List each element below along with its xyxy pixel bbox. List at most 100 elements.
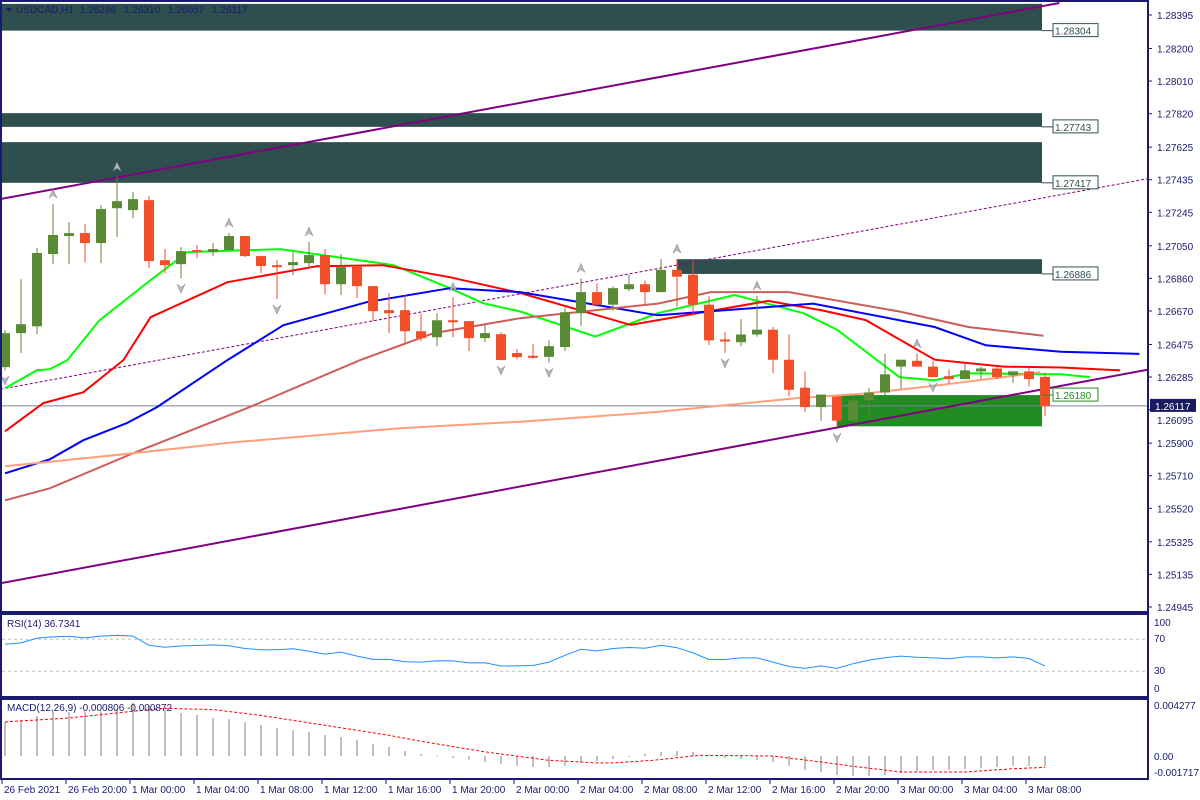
candle-body: [112, 201, 122, 209]
price-zone[interactable]: [677, 259, 1042, 274]
trendline[interactable]: [0, 2, 1060, 200]
candle[interactable]: [736, 319, 746, 347]
price-zone[interactable]: [2, 3, 1042, 31]
candle[interactable]: [480, 324, 490, 343]
macd-pane[interactable]: [4, 702, 1046, 777]
candle[interactable]: [656, 259, 666, 293]
candle[interactable]: [496, 332, 506, 361]
candle-body: [48, 234, 58, 255]
candle[interactable]: [256, 256, 266, 274]
trendline[interactable]: [0, 368, 1150, 585]
macd-histogram-bar: [900, 756, 902, 774]
macd-histogram-bar: [212, 718, 214, 756]
candle[interactable]: [272, 260, 282, 300]
candle[interactable]: [864, 387, 874, 418]
candle[interactable]: [720, 331, 730, 353]
macd-histogram-bar: [948, 756, 950, 771]
candle-body: [576, 292, 586, 314]
candle-body: [400, 310, 410, 332]
candle[interactable]: [816, 394, 826, 421]
candle[interactable]: [400, 295, 410, 344]
candle[interactable]: [352, 266, 362, 299]
candle[interactable]: [176, 247, 186, 279]
candle[interactable]: [288, 252, 298, 276]
candle[interactable]: [160, 249, 170, 274]
candle[interactable]: [608, 286, 618, 311]
candle[interactable]: [464, 321, 474, 352]
candle[interactable]: [848, 396, 858, 421]
candle[interactable]: [128, 192, 138, 219]
candle[interactable]: [192, 245, 202, 259]
macd-histogram-bar: [932, 756, 934, 771]
candle[interactable]: [880, 353, 890, 396]
candle[interactable]: [208, 243, 218, 257]
macd-histogram-bar: [372, 743, 374, 756]
candle[interactable]: [832, 396, 842, 428]
candle[interactable]: [96, 205, 106, 264]
candle[interactable]: [544, 340, 554, 363]
candle[interactable]: [976, 366, 986, 380]
candle[interactable]: [528, 344, 538, 359]
fractal-up-arrow-icon: [304, 226, 314, 237]
macd-histogram-bar: [564, 756, 566, 766]
candle[interactable]: [784, 334, 794, 397]
candle[interactable]: [320, 249, 330, 295]
macd-histogram-bar: [836, 756, 838, 775]
candle[interactable]: [704, 295, 714, 346]
macd-histogram-bar: [340, 737, 342, 756]
candle[interactable]: [752, 295, 762, 337]
candle[interactable]: [448, 297, 458, 338]
candle[interactable]: [912, 353, 922, 367]
candle[interactable]: [960, 363, 970, 380]
candle[interactable]: [992, 366, 1002, 380]
candle[interactable]: [688, 260, 698, 316]
candle[interactable]: [576, 278, 586, 326]
macd-pane-border: [0, 698, 1149, 780]
macd-histogram-bar: [692, 751, 694, 756]
triangle-down-icon[interactable]: [6, 8, 12, 12]
candle[interactable]: [224, 233, 234, 252]
candle[interactable]: [944, 369, 954, 384]
price-axis-label: 1.25900: [1157, 439, 1194, 450]
candle[interactable]: [1024, 366, 1034, 387]
candle[interactable]: [1008, 371, 1018, 383]
candle[interactable]: [240, 236, 250, 258]
candle[interactable]: [304, 242, 314, 269]
main-price-pane[interactable]: [0, 2, 1151, 585]
candle[interactable]: [64, 222, 74, 265]
candle-body: [416, 331, 426, 339]
candle[interactable]: [592, 283, 602, 307]
macd-histogram-bar: [36, 716, 38, 756]
rsi-title: RSI(14) 36.7341: [7, 619, 81, 630]
candle[interactable]: [144, 196, 154, 269]
price-axis-label: 1.25710: [1157, 472, 1194, 483]
candle[interactable]: [800, 371, 810, 412]
candle[interactable]: [32, 248, 42, 335]
rsi-pane[interactable]: [2, 634, 1148, 672]
candle[interactable]: [672, 259, 682, 307]
candle[interactable]: [0, 330, 10, 371]
candle[interactable]: [416, 313, 426, 342]
candle-body: [368, 286, 378, 312]
candle[interactable]: [928, 360, 938, 378]
candle-body: [272, 265, 282, 268]
candle[interactable]: [1040, 372, 1050, 417]
candle[interactable]: [112, 177, 122, 238]
candle[interactable]: [48, 204, 58, 265]
candle[interactable]: [336, 254, 346, 296]
candle-body: [688, 274, 698, 305]
candle[interactable]: [640, 280, 650, 305]
candle[interactable]: [512, 349, 522, 360]
price-zone[interactable]: [2, 142, 1042, 183]
candle[interactable]: [80, 224, 90, 263]
candle[interactable]: [896, 359, 906, 389]
candle[interactable]: [768, 326, 778, 374]
candle[interactable]: [16, 279, 26, 354]
candle[interactable]: [432, 313, 442, 347]
candle[interactable]: [560, 307, 570, 351]
candle[interactable]: [624, 274, 634, 292]
candle[interactable]: [368, 286, 378, 322]
candle[interactable]: [384, 293, 394, 334]
price-zone[interactable]: [2, 113, 1042, 127]
